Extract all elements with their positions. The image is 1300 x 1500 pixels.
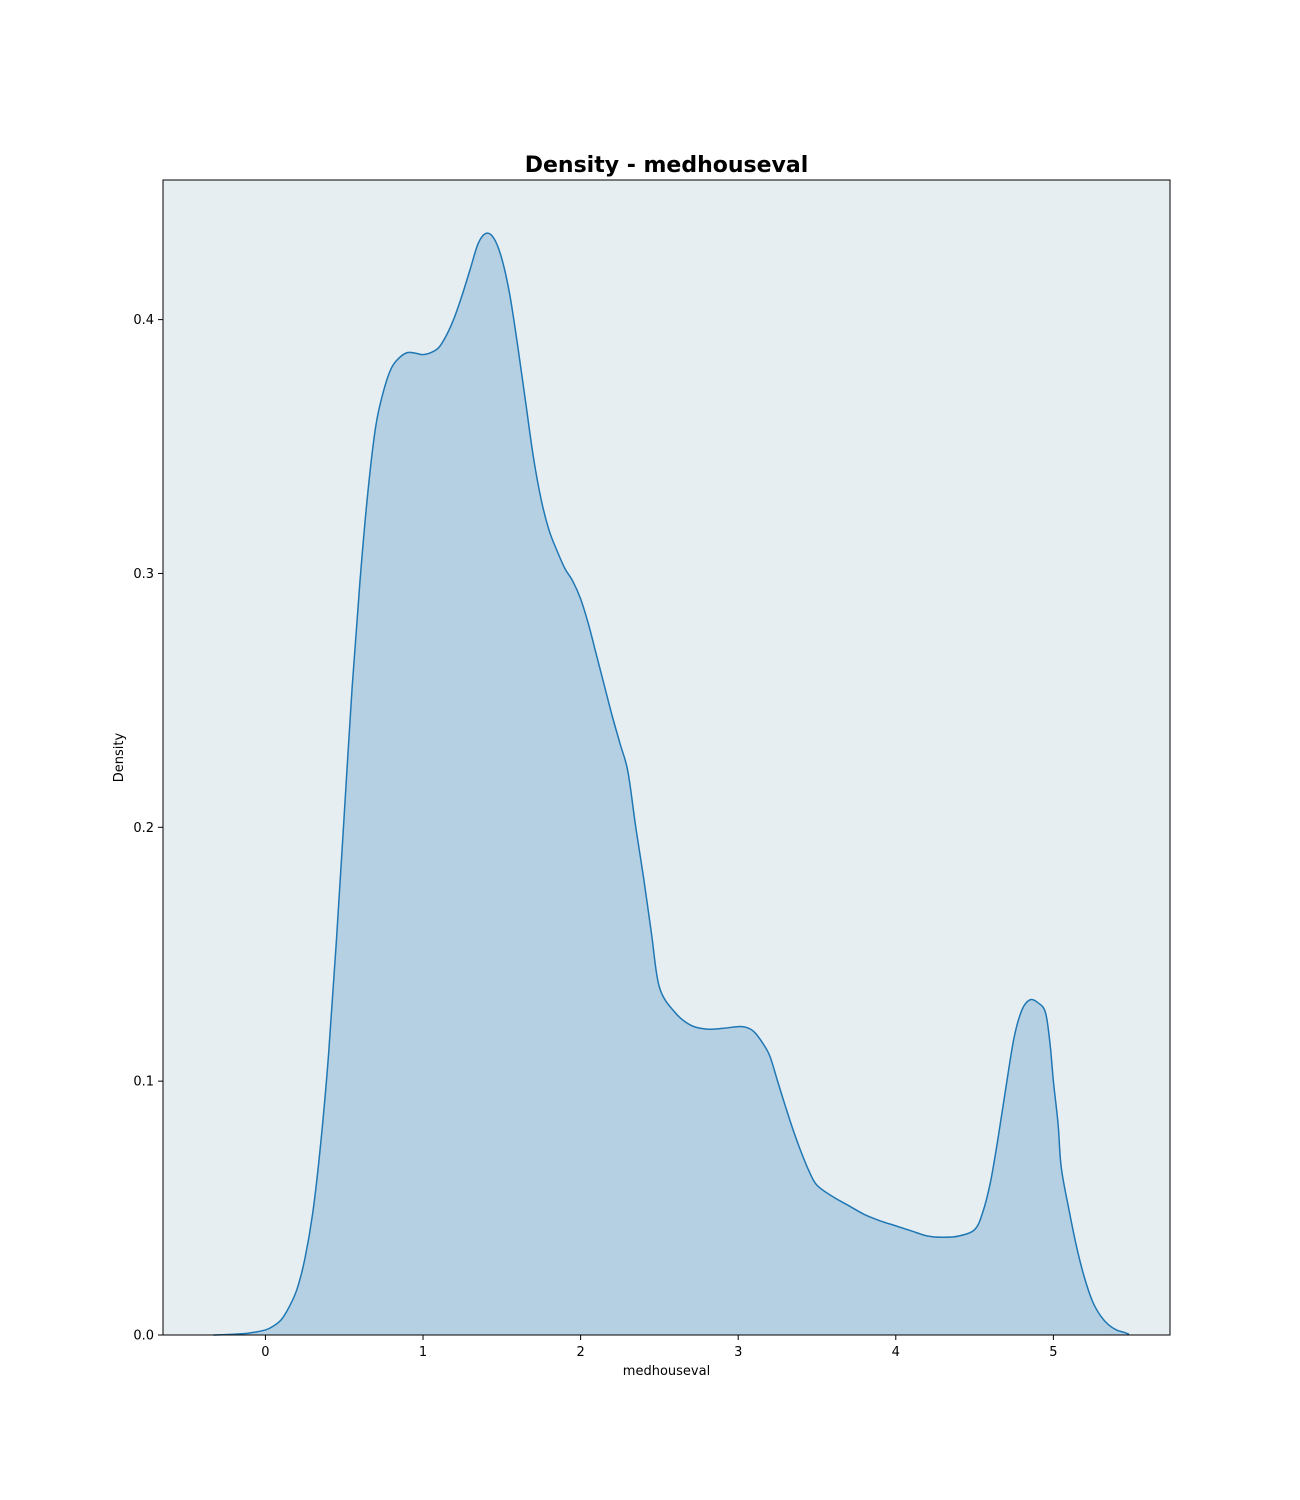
y-tick-label: 0.3 (133, 567, 154, 582)
y-tick-label: 0.2 (133, 821, 154, 836)
y-axis: 0.0 0.1 0.2 0.3 0.4 (133, 313, 163, 1344)
x-tick-label: 2 (576, 1345, 584, 1360)
x-tick-label: 1 (419, 1345, 427, 1360)
y-axis-label: Density (112, 732, 127, 782)
x-tick-label: 4 (892, 1345, 900, 1360)
y-tick-label: 0.1 (133, 1075, 154, 1090)
density-area (213, 233, 1130, 1335)
plot-frame (162, 179, 1171, 1336)
x-tick-label: 3 (734, 1345, 742, 1360)
x-tick-label: 5 (1049, 1345, 1057, 1360)
x-axis-label: medhouseval (623, 1364, 710, 1379)
density-line (213, 232, 1130, 1336)
x-axis: 0 1 2 3 4 5 (261, 1335, 1058, 1360)
chart-title: Density - medhouseval (525, 153, 809, 178)
y-tick-label: 0.0 (133, 1329, 154, 1344)
y-tick-label: 0.4 (133, 313, 154, 328)
x-tick-label: 0 (261, 1345, 269, 1360)
